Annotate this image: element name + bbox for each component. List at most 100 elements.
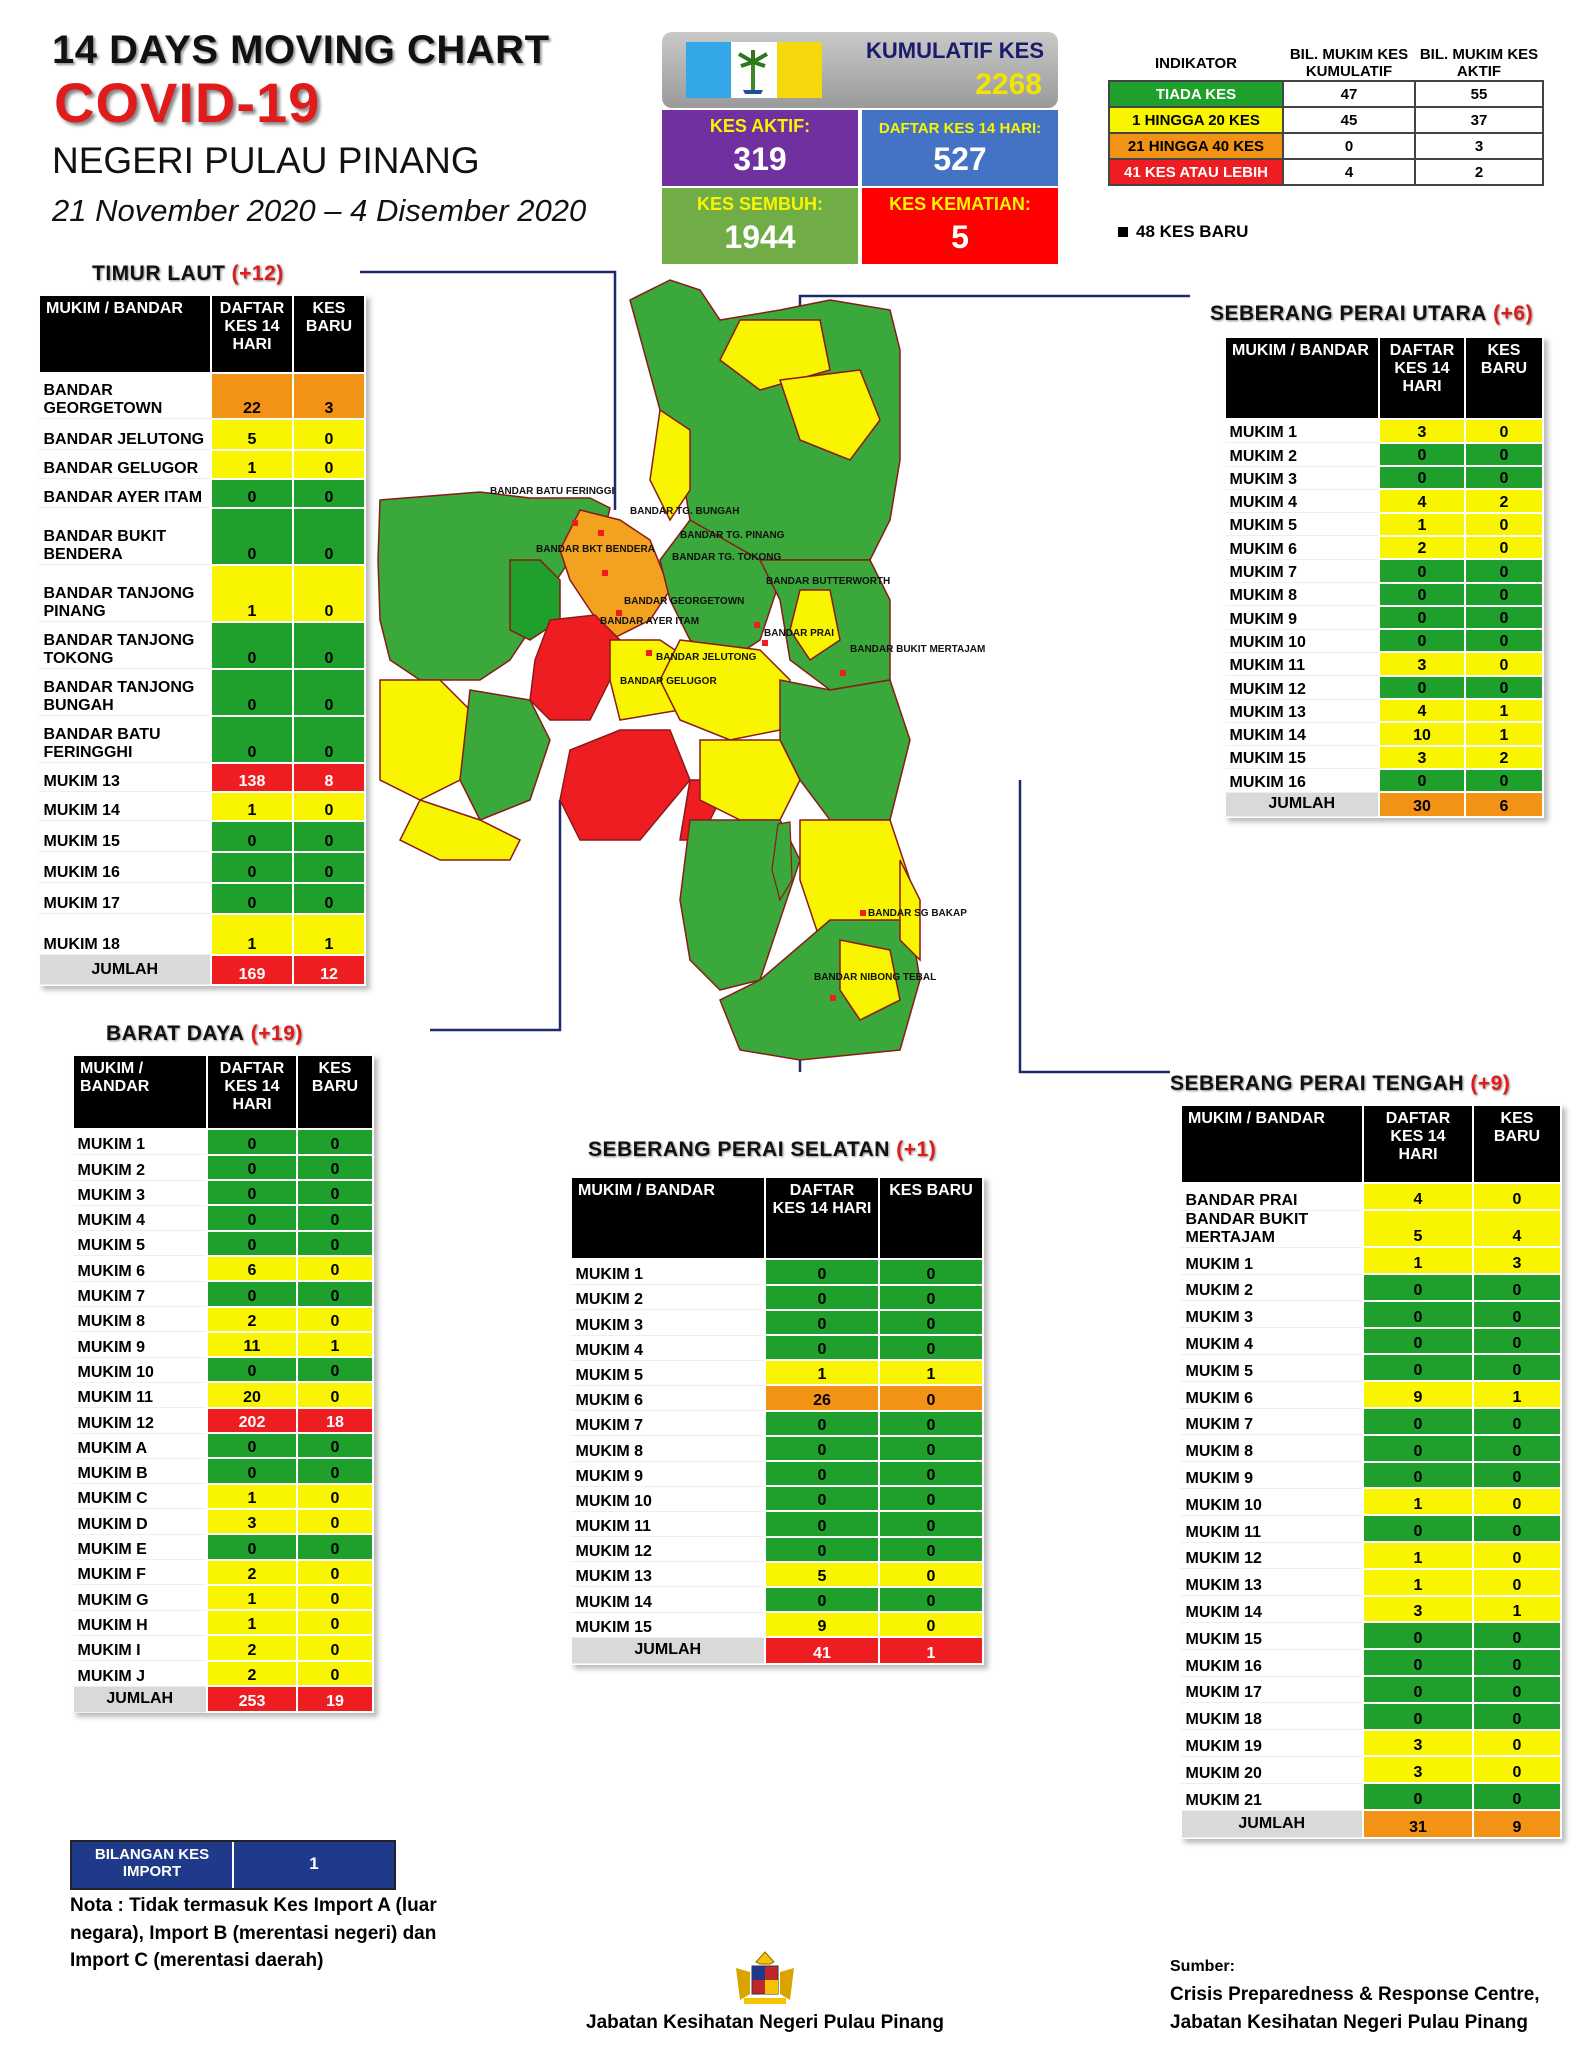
row-new: 0 xyxy=(878,1409,984,1437)
label-butterworth: BANDAR BUTTERWORTH xyxy=(766,576,890,587)
row-name: MUKIM 10 xyxy=(570,1485,766,1512)
row-registered: 0 xyxy=(1378,628,1466,654)
row-registered: 0 xyxy=(1362,1353,1474,1383)
row-new: 1 xyxy=(1472,1594,1562,1624)
row-name: MUKIM J xyxy=(72,1660,208,1687)
row-registered: 4 xyxy=(1378,698,1466,724)
row-registered: 0 xyxy=(1378,465,1466,491)
indicator-row: 41 KES ATAU LEBIH 4 2 xyxy=(1108,158,1544,186)
row-new: 0 xyxy=(1472,1567,1562,1597)
label-tg-tokong: BANDAR TG. TOKONG xyxy=(672,552,781,563)
row-new: 4 xyxy=(1472,1209,1562,1249)
barat-daya-title: BARAT DAYA xyxy=(106,1022,245,1045)
connector-spu xyxy=(798,294,1190,308)
label-bkt-bendera: BANDAR BKT BENDERA xyxy=(536,544,655,555)
row-name: MUKIM 15 xyxy=(38,820,212,852)
row-new: 0 xyxy=(1464,581,1544,607)
table-row: MUKIM 13 138 8 xyxy=(38,761,366,793)
import-value: 1 xyxy=(232,1842,394,1888)
row-registered: 2 xyxy=(206,1558,298,1586)
total-registered: 169 xyxy=(210,953,294,986)
row-new: 0 xyxy=(1472,1433,1562,1463)
registered-label: DAFTAR KES 14 HARI: xyxy=(878,120,1042,137)
row-registered: 0 xyxy=(1378,767,1466,794)
row-registered: 5 xyxy=(1362,1209,1474,1249)
table-header-row: MUKIM / BANDAR DAFTAR KES 14 HARI KES BARU xyxy=(1224,336,1544,420)
table-row: MUKIM 12 0 0 xyxy=(1224,674,1544,701)
column-header: DAFTAR KES 14 HARI xyxy=(210,294,294,374)
row-new: 0 xyxy=(1464,651,1544,677)
row-name: BANDAR PRAI xyxy=(1180,1182,1364,1211)
row-registered: 5 xyxy=(210,417,294,451)
row-new: 0 xyxy=(1472,1273,1562,1302)
row-name: MUKIM 6 xyxy=(1224,535,1380,560)
row-registered: 10 xyxy=(1378,721,1466,747)
deaths-value: 5 xyxy=(951,219,969,255)
total-row: JUMLAH 169 12 xyxy=(38,953,366,986)
row-name: MUKIM 7 xyxy=(570,1410,766,1437)
row-name: BANDAR GELUGOR xyxy=(38,449,212,479)
row-registered: 22 xyxy=(210,372,294,420)
department-name: Jabatan Kesihatan Negeri Pulau Pinang xyxy=(586,2012,944,2033)
barat-daya-delta: (+19) xyxy=(250,1022,303,1045)
row-registered: 0 xyxy=(206,1533,298,1561)
row-name: MUKIM 14 xyxy=(1224,721,1380,747)
row-name: MUKIM 21 xyxy=(1180,1782,1364,1811)
registered-value: 527 xyxy=(933,141,987,177)
row-name: MUKIM 4 xyxy=(1180,1327,1364,1355)
row-new: 0 xyxy=(296,1305,374,1333)
table-row: MUKIM 18 1 1 xyxy=(38,912,366,956)
row-new: 0 xyxy=(878,1434,984,1463)
indicator-cumulative: 0 xyxy=(1282,132,1416,160)
row-name: MUKIM 14 xyxy=(1180,1595,1364,1623)
row-registered: 0 xyxy=(210,881,294,915)
row-registered: 0 xyxy=(764,1258,880,1286)
column-header: DAFTAR KES 14 HARI xyxy=(206,1054,298,1130)
row-new: 0 xyxy=(296,1381,374,1409)
row-name: MUKIM 1 xyxy=(1224,418,1380,444)
total-new: 6 xyxy=(1464,791,1544,818)
row-name: MUKIM 13 xyxy=(1180,1568,1364,1597)
row-registered: 1 xyxy=(206,1482,298,1510)
row-name: MUKIM 17 xyxy=(1180,1675,1364,1704)
row-new: 0 xyxy=(292,448,366,480)
row-name: MUKIM 14 xyxy=(38,791,212,821)
active-cases-box: KES AKTIF: 319 xyxy=(662,110,858,186)
table-header-row: MUKIM / BANDAR DAFTAR KES 14 HARI KES BARU xyxy=(72,1054,374,1130)
row-new: 0 xyxy=(1472,1621,1562,1651)
row-new: 0 xyxy=(292,881,366,915)
table-row: MUKIM 15 0 0 xyxy=(38,819,366,853)
label-tg-pinang: BANDAR TG. PINANG xyxy=(680,530,785,541)
table-row: MUKIM 17 0 0 xyxy=(38,881,366,915)
row-registered: 1 xyxy=(206,1609,298,1637)
row-new: 1 xyxy=(878,1359,984,1387)
row-new: 0 xyxy=(296,1659,374,1688)
table-row: BANDAR GELUGOR 1 0 xyxy=(38,448,366,480)
islet-shape xyxy=(771,821,793,902)
row-name: BANDAR AYER ITAM xyxy=(38,478,212,508)
malaysia-coat-of-arms-icon xyxy=(730,1948,800,2013)
row-new: 0 xyxy=(296,1432,374,1460)
row-registered: 3 xyxy=(1362,1728,1474,1758)
indicator-row: 1 HINGGA 20 KES 45 37 xyxy=(1108,106,1544,134)
row-registered: 5 xyxy=(764,1560,880,1588)
row-new: 1 xyxy=(296,1330,374,1359)
total-label: JUMLAH xyxy=(1224,791,1380,818)
row-name: MUKIM 5 xyxy=(1224,512,1380,537)
town-marker xyxy=(860,910,866,916)
row-name: MUKIM 13 xyxy=(1224,698,1380,723)
